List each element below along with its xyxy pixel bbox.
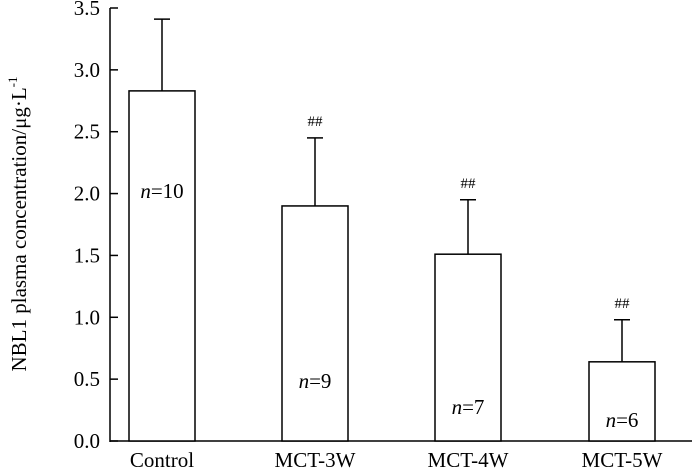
bar xyxy=(281,205,349,442)
y-axis-label: NBL1 plasma concentration/μg·L-1 xyxy=(5,76,31,371)
bar-annotations: n=10 ## n=9 ## n=7 ## n=6 xyxy=(140,114,638,432)
y-tick-label: 1.5 xyxy=(74,243,100,267)
significance-marker: ## xyxy=(308,114,324,130)
x-tick-label: MCT-3W xyxy=(275,448,356,470)
bar xyxy=(434,253,502,442)
x-tick-label: Control xyxy=(130,448,194,470)
y-tick-label: 0.0 xyxy=(74,429,100,453)
error-bars xyxy=(154,18,630,362)
y-tick-label: 2.5 xyxy=(74,120,100,144)
y-tick-label: 3.5 xyxy=(74,0,100,20)
sample-size-label: n=6 xyxy=(606,408,639,432)
significance-marker: ## xyxy=(615,296,631,312)
y-tick-label: 0.5 xyxy=(74,367,100,391)
x-tick-label: MCT-5W xyxy=(582,448,663,470)
sample-size-label: n=9 xyxy=(299,369,332,393)
y-tick-label: 2.0 xyxy=(74,182,100,206)
y-tick-label: 1.0 xyxy=(74,305,100,329)
bars xyxy=(128,90,656,442)
axes: 0.0 0.5 1.0 1.5 2.0 2.5 3.0 3.5 Control MCT-3W MC… xyxy=(74,0,692,470)
x-tick-label: MCT-4W xyxy=(428,448,509,470)
x-ticks: Control MCT-3W MCT-4W MCT-5W xyxy=(130,433,663,470)
y-ticks: 0.0 0.5 1.0 1.5 2.0 2.5 3.0 3.5 xyxy=(74,0,118,453)
bar xyxy=(588,361,656,442)
significance-marker: ## xyxy=(461,176,477,192)
bar xyxy=(128,90,196,442)
sample-size-label: n=10 xyxy=(140,179,183,203)
sample-size-label: n=7 xyxy=(452,395,485,419)
y-tick-label: 3.0 xyxy=(74,58,100,82)
